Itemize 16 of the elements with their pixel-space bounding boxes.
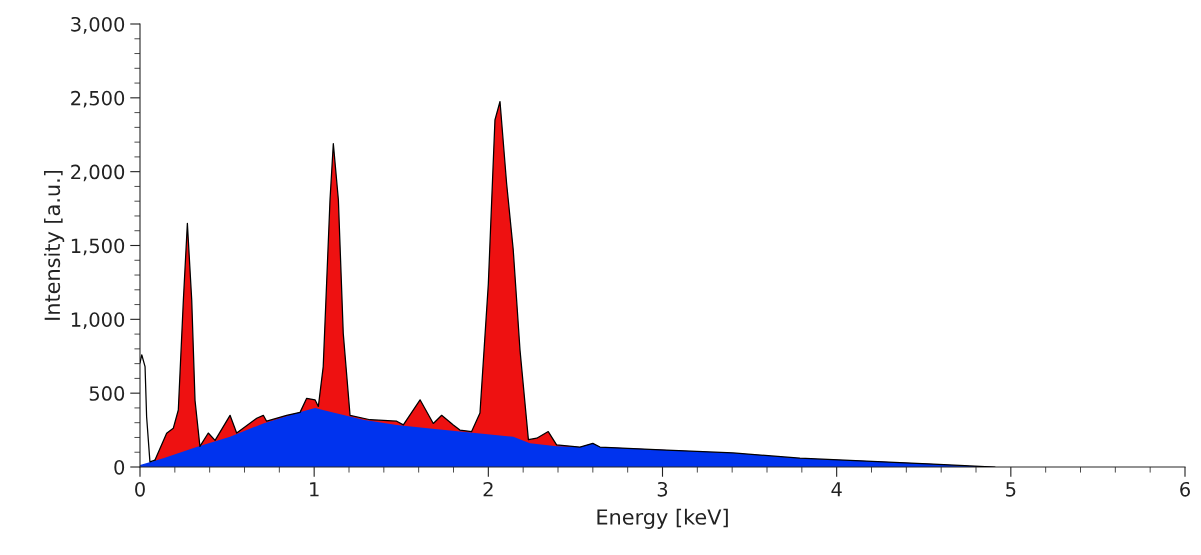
x-tick-label: 0 [135, 481, 145, 497]
x-tick-label: 1 [310, 482, 319, 497]
x-axis-title: Energy [keV] [597, 508, 728, 529]
x-tick-label: 5 [1006, 482, 1016, 497]
x-tick-label: 2 [483, 481, 493, 497]
y-tick-label: 3,000 [71, 16, 125, 34]
y-axis-title: Intensity [a.u.] [44, 170, 65, 320]
y-tick-label: 2,500 [71, 90, 125, 108]
y-tick-label: 2,000 [71, 164, 125, 182]
y-tick-label: 500 [89, 386, 125, 401]
y-tick-label: 1,000 [71, 312, 125, 329]
x-tick-label: 6 [1180, 481, 1190, 497]
x-tick-label: 3 [657, 481, 668, 497]
x-tick-label: 4 [831, 482, 842, 497]
y-tick-label: 1,500 [71, 238, 125, 256]
y-tick-label: 0 [114, 459, 125, 475]
